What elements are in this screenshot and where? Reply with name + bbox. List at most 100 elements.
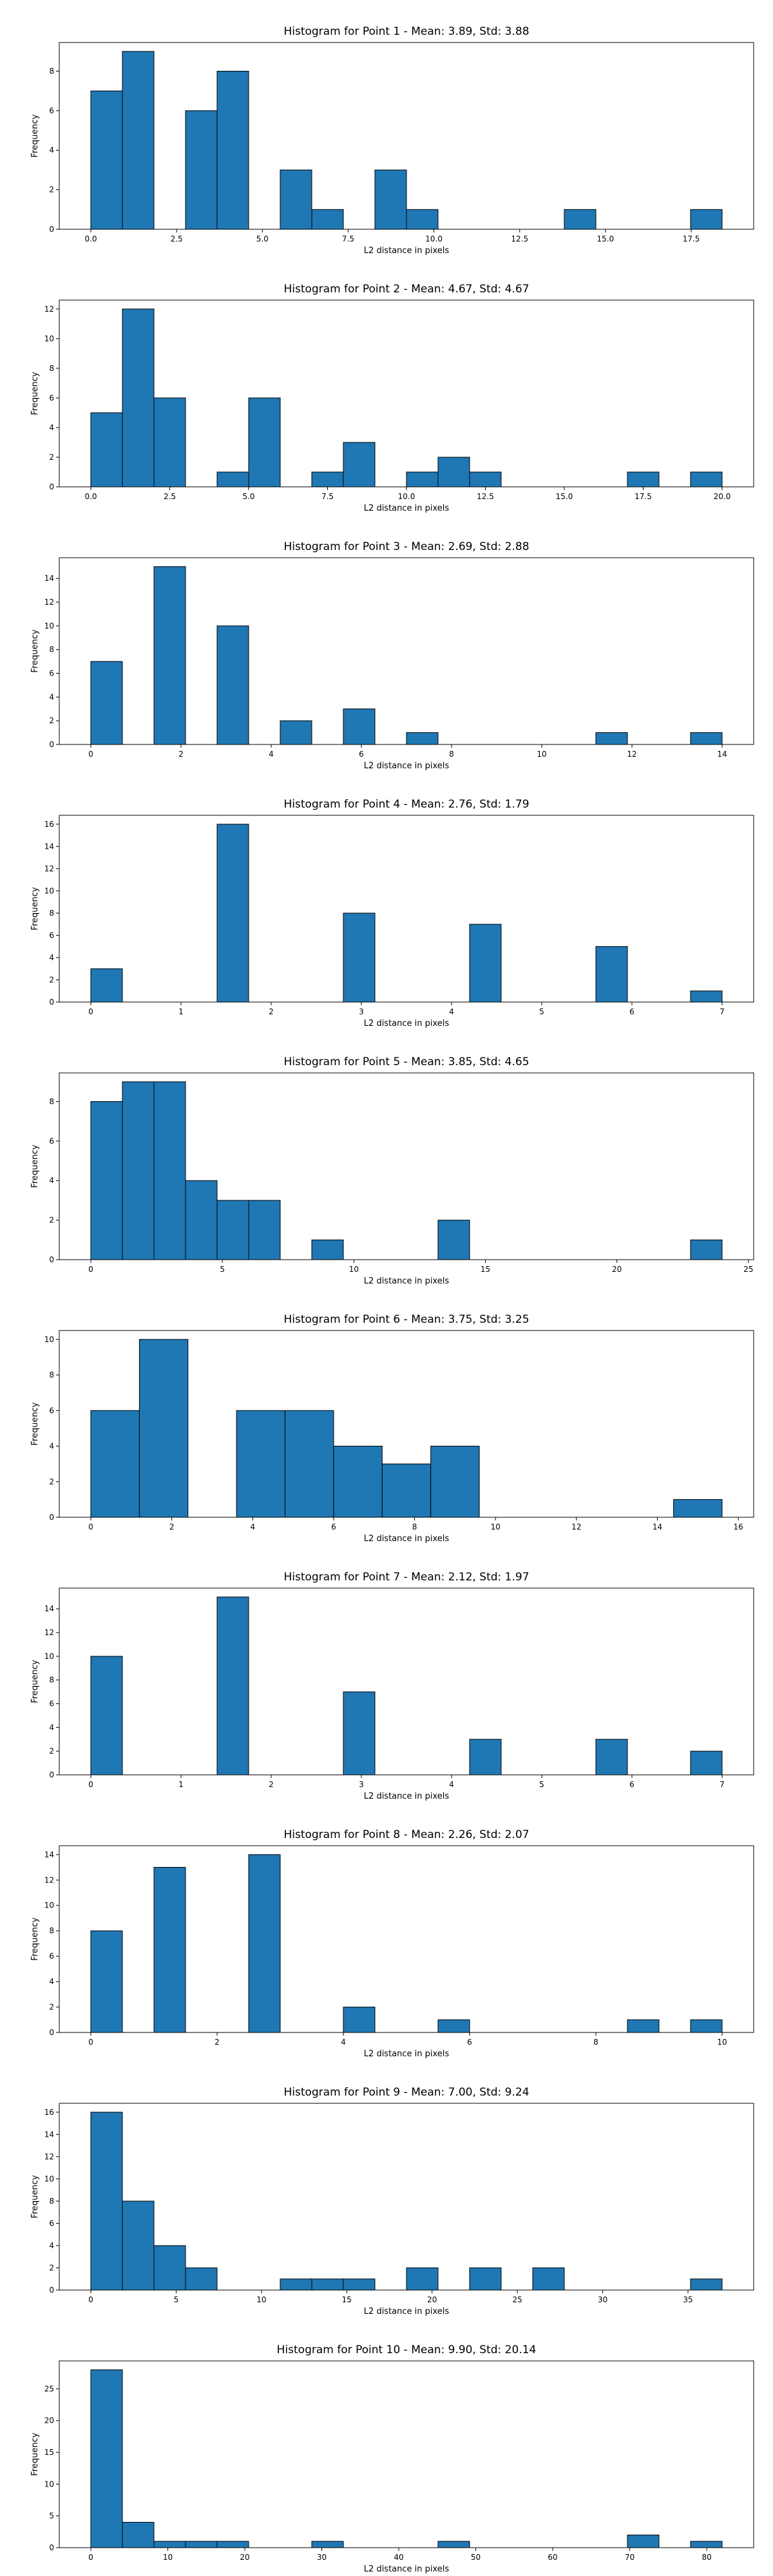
histogram-bar — [690, 1750, 723, 1776]
y-tick-label: 12 — [44, 598, 54, 607]
chart-title: Histogram for Point 4 - Mean: 2.76, Std:… — [283, 798, 529, 811]
histogram-bar — [280, 720, 312, 745]
histogram-bar — [122, 51, 155, 230]
y-tick-label: 15 — [44, 2448, 54, 2457]
histogram-bar — [90, 661, 123, 745]
histogram-bar — [690, 2019, 723, 2033]
plot-frame — [59, 1587, 754, 1776]
histogram-bar — [216, 471, 249, 488]
histogram-bar — [406, 2267, 439, 2291]
histogram-bar — [216, 625, 249, 745]
histogram-bar — [153, 566, 186, 745]
x-axis-label: L2 distance in pixels — [364, 1019, 450, 1028]
histogram-bar — [153, 1867, 186, 2033]
x-tick-label: 4 — [449, 1007, 454, 1016]
chart-title: Histogram for Point 5 - Mean: 3.85, Std:… — [283, 1056, 529, 1068]
chart-title: Histogram for Point 3 - Mean: 2.69, Std:… — [283, 540, 529, 553]
y-tick-label: 10 — [44, 2479, 54, 2488]
y-tick-label: 0 — [49, 2028, 54, 2037]
histogram-bar — [216, 1200, 249, 1260]
x-axis-label: L2 distance in pixels — [364, 2564, 450, 2574]
x-tick-label: 7 — [720, 1780, 725, 1789]
histogram-bar — [90, 412, 123, 488]
x-axis-label: L2 distance in pixels — [364, 2307, 450, 2316]
x-tick-label: 2 — [269, 1780, 274, 1789]
chart-panel-7: Histogram for Point 7 - Mean: 2.12, Std:… — [30, 1571, 754, 1801]
y-tick-label: 10 — [44, 1335, 54, 1344]
histogram-bar — [673, 1499, 723, 1518]
histogram-bar — [280, 2278, 312, 2291]
x-tick-label: 2 — [178, 750, 184, 759]
x-tick-label: 10 — [717, 2038, 727, 2047]
y-tick-label: 14 — [44, 2130, 54, 2139]
x-tick-label: 4 — [250, 1522, 255, 1531]
histogram-bar — [248, 1200, 281, 1260]
chart-panel-2: Histogram for Point 2 - Mean: 4.67, Std:… — [30, 283, 754, 513]
histogram-bar — [690, 990, 723, 1003]
y-tick-label: 0 — [49, 1513, 54, 1522]
histogram-bar — [285, 1410, 334, 1518]
histogram-bar — [690, 732, 723, 745]
y-tick-label: 4 — [49, 423, 54, 432]
histogram-bar — [122, 1081, 155, 1260]
histogram-bar — [469, 923, 502, 1003]
y-tick-label: 8 — [49, 364, 54, 373]
y-tick-label: 12 — [44, 864, 54, 873]
histogram-bar — [381, 1463, 432, 1518]
y-tick-label: 12 — [44, 1628, 54, 1637]
x-tick-label: 7.5 — [321, 492, 334, 501]
histogram-bar — [374, 169, 407, 230]
plot-frame — [59, 2103, 754, 2291]
y-tick-label: 2 — [49, 1216, 54, 1225]
x-tick-label: 12.5 — [477, 492, 494, 501]
histogram-bar — [185, 2541, 218, 2548]
histogram-bar — [153, 397, 186, 488]
histogram-bar — [311, 2541, 344, 2548]
x-tick-label: 15 — [342, 2295, 352, 2304]
histogram-bar — [627, 2534, 660, 2548]
y-tick-label: 4 — [49, 146, 54, 155]
histogram-bar — [690, 209, 723, 230]
x-tick-label: 14 — [653, 1522, 662, 1531]
y-tick-label: 8 — [49, 1370, 54, 1379]
histogram-bar — [595, 1739, 628, 1776]
x-tick-label: 20 — [240, 2553, 249, 2562]
y-tick-label: 4 — [49, 2241, 54, 2250]
y-tick-label: 8 — [49, 1676, 54, 1685]
histogram-bar — [90, 90, 123, 230]
histogram-bar — [343, 442, 376, 488]
histogram-bar — [437, 2541, 470, 2548]
chart-panel-4: Histogram for Point 4 - Mean: 2.76, Std:… — [30, 798, 754, 1028]
plot-frame — [59, 1845, 754, 2033]
y-tick-label: 14 — [44, 1604, 54, 1613]
plot-frame — [59, 557, 754, 745]
y-tick-label: 6 — [49, 1952, 54, 1961]
histogram-bar — [690, 2541, 723, 2548]
y-tick-label: 25 — [44, 2384, 54, 2393]
histogram-bar — [138, 1339, 189, 1518]
y-tick-label: 16 — [44, 820, 54, 829]
histogram-bar — [90, 1656, 123, 1776]
histogram-bar — [690, 471, 723, 488]
x-tick-label: 30 — [317, 2553, 327, 2562]
histogram-bar — [430, 1446, 480, 1518]
x-tick-label: 10.0 — [398, 492, 415, 501]
histogram-bar — [90, 1410, 140, 1518]
histogram-bar — [248, 1854, 281, 2033]
x-tick-label: 2.5 — [171, 234, 183, 243]
chart-title: Histogram for Point 8 - Mean: 2.26, Std:… — [283, 1828, 529, 1841]
x-tick-label: 4 — [341, 2038, 346, 2047]
x-tick-label: 40 — [394, 2553, 403, 2562]
y-tick-label: 4 — [49, 1442, 54, 1451]
y-tick-label: 8 — [49, 909, 54, 918]
plot-frame — [59, 1072, 754, 1260]
y-tick-label: 2 — [49, 975, 54, 984]
x-tick-label: 15 — [481, 1265, 490, 1274]
y-axis-label: Frequency — [30, 2175, 40, 2218]
x-tick-label: 80 — [701, 2553, 711, 2562]
chart-title: Histogram for Point 10 - Mean: 9.90, Std… — [277, 2344, 537, 2356]
histogram-bar — [185, 110, 218, 230]
histogram-bar — [280, 169, 312, 230]
histogram-bar — [153, 1081, 186, 1260]
x-tick-label: 2 — [169, 1522, 175, 1531]
